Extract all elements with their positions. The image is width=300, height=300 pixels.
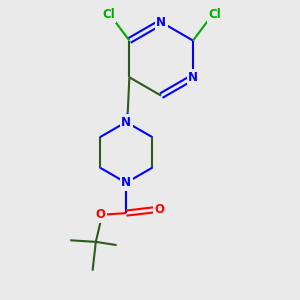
Text: N: N — [188, 71, 198, 84]
Text: N: N — [121, 176, 131, 189]
Text: Cl: Cl — [102, 8, 115, 21]
Text: O: O — [96, 208, 106, 221]
Text: N: N — [156, 16, 166, 29]
Text: Cl: Cl — [208, 8, 221, 21]
Text: N: N — [121, 116, 131, 128]
Text: O: O — [154, 203, 164, 216]
